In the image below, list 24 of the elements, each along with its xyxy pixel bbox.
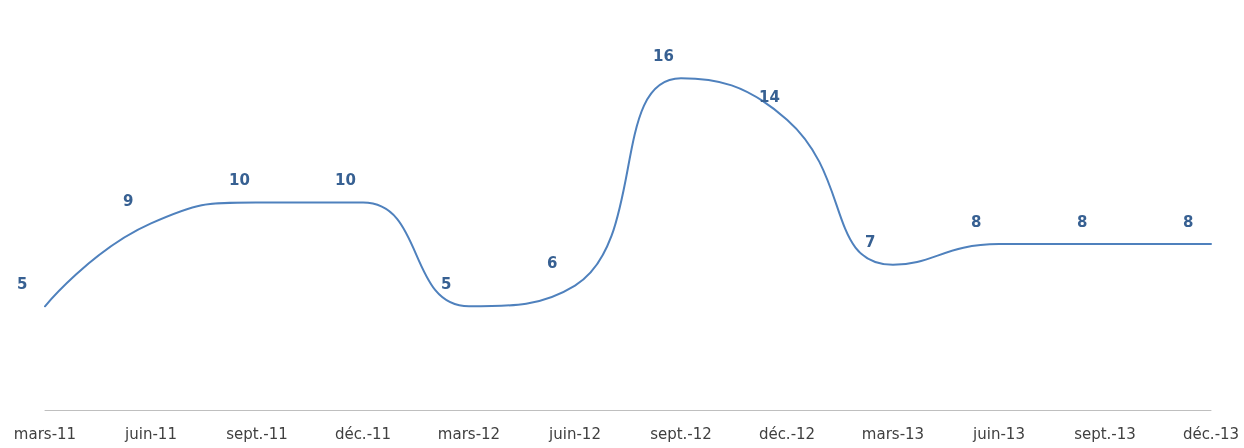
data-label: 8 [1077, 212, 1088, 231]
data-label: 10 [229, 171, 250, 190]
x-tick-label: juin-12 [548, 424, 601, 443]
data-label: 8 [1183, 212, 1194, 231]
x-tick-label: juin-11 [124, 424, 177, 443]
data-label: 8 [971, 212, 982, 231]
data-label: 7 [865, 233, 876, 252]
x-tick-label: déc.-12 [758, 424, 816, 443]
x-tick-label: mars-11 [13, 424, 77, 443]
data-label: 9 [123, 191, 134, 210]
x-tick-label: sept.-11 [226, 424, 288, 443]
x-tick-label: mars-13 [861, 424, 925, 443]
data-label: 10 [335, 171, 356, 190]
data-label: 5 [441, 274, 452, 293]
x-tick-label: juin-13 [972, 424, 1025, 443]
data-label: 5 [17, 274, 28, 293]
x-tick-label: sept.-12 [650, 424, 712, 443]
data-label: 14 [759, 88, 780, 107]
x-tick-label: déc.-11 [334, 424, 392, 443]
x-tick-label: sept.-13 [1074, 424, 1136, 443]
data-label: 6 [547, 254, 558, 273]
data-label: 16 [653, 46, 674, 65]
x-tick-label: déc.-13 [1182, 424, 1240, 443]
x-tick-label: mars-12 [437, 424, 501, 443]
